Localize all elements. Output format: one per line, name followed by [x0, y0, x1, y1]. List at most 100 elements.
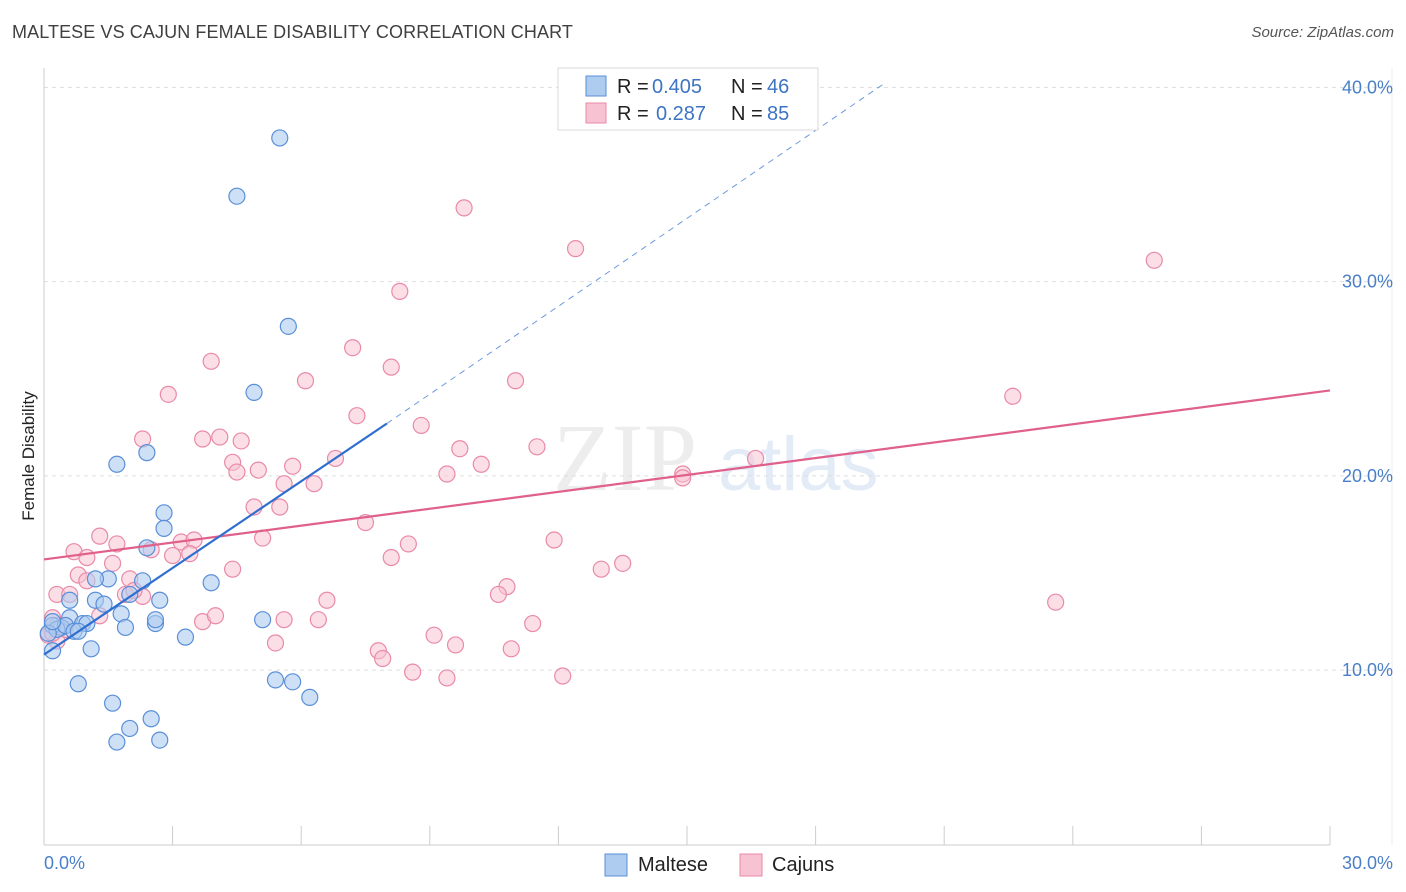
maltese-points	[39, 129, 319, 751]
cajun-points	[39, 199, 1163, 687]
cajun-point	[399, 535, 417, 553]
series-legend: Maltese Cajuns	[604, 853, 834, 877]
cajun-point	[1047, 593, 1065, 611]
maltese-trend-line	[43, 422, 388, 656]
maltese-point	[151, 591, 169, 609]
chart-title: MALTESE VS CAJUN FEMALE DISABILITY CORRE…	[12, 22, 573, 42]
cajun-point	[455, 199, 473, 217]
maltese-point	[155, 519, 173, 537]
cajun-point	[438, 669, 456, 687]
y-tick-label-10: 10.0%	[1342, 660, 1393, 680]
cajun-point	[159, 385, 177, 403]
y-tick-label-30: 30.0%	[1342, 272, 1393, 292]
maltese-point	[43, 613, 62, 631]
maltese-point	[301, 688, 319, 706]
series-legend-label-maltese: Maltese	[638, 854, 708, 876]
trend-lines	[43, 83, 1331, 656]
cajun-point	[545, 531, 563, 549]
cajun-point	[266, 634, 285, 652]
y-tick-label-20: 20.0%	[1342, 466, 1393, 486]
stats-legend: R = 0.405 N = 46 R = 0.287 N = 85	[557, 67, 819, 131]
cajun-point	[502, 640, 520, 658]
maltese-point	[69, 675, 87, 693]
gridlines	[44, 86, 1392, 671]
maltese-point	[95, 595, 113, 613]
maltese-point	[284, 673, 302, 691]
cajun-point	[284, 457, 302, 475]
maltese-point	[82, 640, 100, 658]
cajun-point	[451, 440, 469, 458]
cajun-point	[228, 463, 246, 481]
x-tick-label-max: 30.0%	[1342, 853, 1393, 873]
cajun-point	[296, 372, 315, 390]
cajun-point	[78, 548, 96, 567]
series-legend-swatch-maltese	[604, 853, 628, 877]
series-legend-swatch-cajuns	[739, 853, 763, 877]
x-axis-ticks	[43, 68, 1393, 845]
cajun-point	[206, 607, 225, 625]
maltese-point	[254, 611, 272, 629]
maltese-point	[202, 574, 220, 592]
cajun-point	[446, 636, 465, 654]
cajun-point	[438, 465, 456, 483]
cajun-point	[554, 667, 572, 685]
maltese-trend-extension	[386, 83, 885, 424]
maltese-point	[108, 733, 126, 751]
legend-swatch-maltese	[585, 75, 607, 97]
cajun-point	[202, 352, 220, 370]
legend-r-value-cajuns: 0.287	[656, 103, 706, 125]
series-legend-label-cajuns: Cajuns	[772, 854, 834, 876]
cajun-point	[524, 614, 542, 633]
maltese-point	[228, 187, 246, 205]
cajun-point	[164, 546, 182, 565]
maltese-point	[271, 129, 289, 147]
cajun-point	[472, 455, 490, 473]
legend-n-label-maltese: N =	[731, 76, 763, 98]
cajun-point	[614, 554, 632, 572]
cajun-point	[746, 449, 765, 468]
maltese-point	[245, 383, 263, 401]
cajun-point	[194, 430, 212, 448]
cajun-point	[412, 416, 430, 435]
cajun-point	[108, 535, 126, 553]
maltese-point	[155, 504, 173, 522]
maltese-point	[138, 444, 156, 462]
watermark-atlas: atlas	[718, 422, 879, 507]
legend-n-value-maltese: 46	[767, 76, 789, 98]
maltese-point	[138, 539, 156, 557]
cajun-point	[271, 498, 289, 516]
cajun-point	[91, 527, 109, 545]
source-credit: Source: ZipAtlas.com	[1251, 24, 1394, 41]
cajun-point	[674, 469, 692, 487]
maltese-point	[61, 591, 79, 609]
cajun-point	[344, 339, 362, 357]
cajun-point	[318, 591, 336, 609]
cajun-point	[374, 649, 392, 668]
maltese-point	[116, 618, 135, 637]
y-tick-label-40: 40.0%	[1342, 77, 1393, 97]
maltese-point	[146, 611, 165, 629]
cajun-point	[506, 372, 525, 390]
y-axis-label: Female Disability	[19, 391, 38, 521]
maltese-point	[86, 570, 105, 588]
maltese-point	[266, 671, 285, 689]
cajun-point	[348, 407, 366, 425]
cajun-trend-line	[43, 389, 1331, 561]
maltese-point	[151, 731, 169, 749]
cajun-point	[391, 282, 409, 300]
legend-n-value-cajuns: 85	[767, 103, 789, 125]
cajun-point	[305, 475, 323, 493]
maltese-point	[133, 572, 152, 590]
cajun-point	[1004, 387, 1022, 405]
cajun-point	[309, 611, 327, 629]
cajun-point	[211, 428, 229, 446]
legend-n-label-cajuns: N =	[731, 103, 763, 125]
cajun-point	[382, 358, 400, 376]
cajun-point	[566, 240, 585, 258]
cajun-point	[181, 545, 199, 563]
y-axis-tick-labels: 10.0% 20.0% 30.0% 40.0%	[1342, 77, 1393, 680]
cajun-point	[1145, 251, 1163, 269]
maltese-point	[176, 628, 195, 646]
legend-swatch-cajuns	[585, 102, 607, 124]
